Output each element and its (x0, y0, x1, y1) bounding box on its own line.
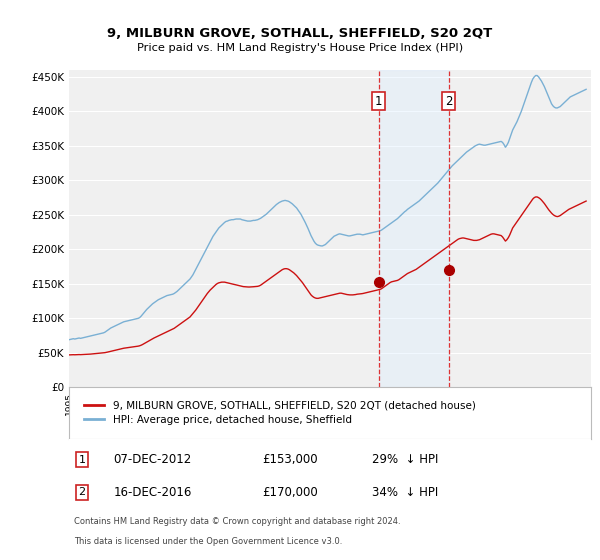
Text: Contains HM Land Registry data © Crown copyright and database right 2024.: Contains HM Land Registry data © Crown c… (74, 517, 401, 526)
Text: This data is licensed under the Open Government Licence v3.0.: This data is licensed under the Open Gov… (74, 536, 343, 545)
Text: 9, MILBURN GROVE, SOTHALL, SHEFFIELD, S20 2QT: 9, MILBURN GROVE, SOTHALL, SHEFFIELD, S2… (107, 27, 493, 40)
Text: 2: 2 (79, 487, 86, 497)
Text: £170,000: £170,000 (262, 486, 318, 499)
Text: 1: 1 (375, 95, 382, 108)
Text: 2: 2 (445, 95, 452, 108)
Bar (379, 70, 449, 388)
Text: 16-DEC-2016: 16-DEC-2016 (113, 486, 192, 499)
Text: 07-DEC-2012: 07-DEC-2012 (113, 453, 191, 466)
Text: 34%  ↓ HPI: 34% ↓ HPI (372, 486, 438, 499)
Text: Price paid vs. HM Land Registry's House Price Index (HPI): Price paid vs. HM Land Registry's House … (137, 43, 463, 53)
Text: 1: 1 (79, 455, 86, 465)
Text: £153,000: £153,000 (262, 453, 318, 466)
Text: 29%  ↓ HPI: 29% ↓ HPI (372, 453, 438, 466)
Legend: 9, MILBURN GROVE, SOTHALL, SHEFFIELD, S20 2QT (detached house), HPI: Average pri: 9, MILBURN GROVE, SOTHALL, SHEFFIELD, S2… (79, 396, 480, 430)
